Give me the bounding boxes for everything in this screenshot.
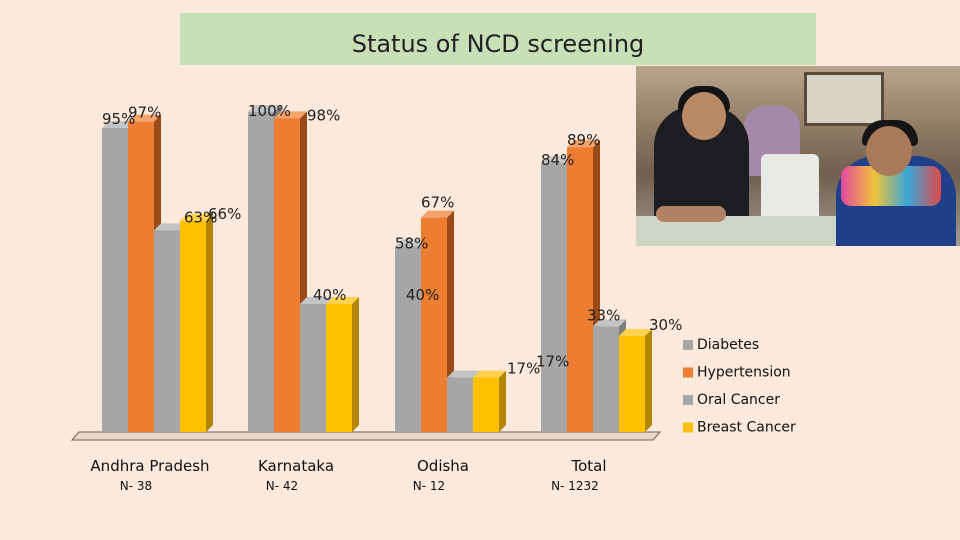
chart-title: Status of NCD screening xyxy=(351,30,645,58)
bar-front xyxy=(180,220,206,432)
legend-label: Oral Cancer xyxy=(697,392,780,408)
photo-arm xyxy=(656,206,726,222)
category-sample-size: N- 42 xyxy=(266,479,298,493)
chart-floor xyxy=(70,431,662,441)
bar-side xyxy=(499,370,506,432)
bar-top xyxy=(102,121,135,128)
category-labels-group: Andhra Pradesh N- 38 Karnataka N- 42 Odisha N… xyxy=(90,457,606,493)
title-band: Status of NCD screening xyxy=(180,13,816,65)
value-label: 17% xyxy=(536,353,569,371)
category-label: Andhra Pradesh xyxy=(90,457,209,475)
value-label: 33% xyxy=(587,306,620,324)
value-label: 58% xyxy=(395,234,428,252)
bar-front xyxy=(567,147,593,432)
bar-front xyxy=(447,377,473,432)
bar-top xyxy=(619,329,652,336)
bar-front xyxy=(541,163,567,432)
chart-floor-plane xyxy=(70,431,662,441)
bar-front xyxy=(593,326,619,432)
category-sample-size: N- 12 xyxy=(413,479,445,493)
value-label: 17% xyxy=(507,360,540,378)
bar-front xyxy=(102,128,128,432)
value-label: 89% xyxy=(567,131,600,149)
value-labels-group: 95%97% 63%66% 100% 98% 40% 40% 58% 67% 17%17% 84%… xyxy=(102,102,682,378)
value-label: 40% xyxy=(313,286,346,304)
bar-side xyxy=(352,297,359,432)
bar-front xyxy=(300,304,326,432)
category-label: Karnataka xyxy=(258,457,334,475)
bar-top xyxy=(248,105,281,112)
bar-top xyxy=(180,213,213,221)
photo-patient-head xyxy=(866,126,912,176)
bar-breast-cancer-andhra-pradesh xyxy=(180,213,213,432)
bar-top xyxy=(274,111,307,119)
bar-front xyxy=(395,246,421,432)
bar-side xyxy=(206,213,213,432)
bar-front xyxy=(619,336,645,432)
legend-item-hypertension: Hypertension xyxy=(683,365,791,381)
bar-breast-cancer-karnataka xyxy=(326,297,359,432)
bar-top xyxy=(593,319,626,327)
legend-swatch xyxy=(683,367,693,378)
bar-top xyxy=(447,370,480,378)
bar-breast-cancer-total xyxy=(619,329,652,432)
bar-top xyxy=(395,239,428,247)
bar-top xyxy=(326,297,359,304)
bar-top xyxy=(421,210,454,218)
bar-hypertension-odisha xyxy=(421,210,454,432)
bar-front xyxy=(248,112,274,432)
bar-front xyxy=(421,217,447,432)
legend-item-oral-cancer: Oral Cancer xyxy=(683,392,780,408)
bar-top xyxy=(541,156,574,164)
value-label: 63% xyxy=(184,208,217,226)
category-label: Total xyxy=(570,457,606,475)
bar-front xyxy=(154,230,180,432)
bar-top xyxy=(128,114,161,122)
legend-label: Diabetes xyxy=(697,337,759,353)
value-label: 40% xyxy=(406,286,439,304)
bar-side xyxy=(645,329,652,432)
legend-swatch xyxy=(683,422,693,433)
legend-label: Hypertension xyxy=(697,365,791,381)
value-label: 66% xyxy=(208,205,241,223)
legend-label: Breast Cancer xyxy=(697,420,796,436)
bars-group xyxy=(102,105,652,433)
bar-front xyxy=(128,121,154,432)
value-label: 100% xyxy=(248,102,291,120)
bar-breast-cancer-odisha xyxy=(473,370,506,432)
bar-front xyxy=(274,118,300,433)
value-label: 98% xyxy=(307,106,340,124)
bar-top xyxy=(567,140,600,148)
value-label: 84% xyxy=(541,151,574,169)
bar-front xyxy=(473,377,499,432)
value-label: 30% xyxy=(649,316,682,334)
photo-head xyxy=(682,92,726,140)
legend-item-diabetes: Diabetes xyxy=(683,337,759,353)
legend-swatch xyxy=(683,340,693,350)
legend-swatch xyxy=(683,395,693,405)
value-label: 97% xyxy=(128,104,161,122)
bar-top xyxy=(154,223,187,231)
photo-window xyxy=(804,72,884,126)
bar-top xyxy=(300,297,333,304)
bar-front xyxy=(326,304,352,432)
screening-photo xyxy=(636,66,960,246)
legend-item-breast-cancer: Breast Cancer xyxy=(683,420,796,436)
value-label: 67% xyxy=(421,194,454,212)
bar-hypertension-karnataka xyxy=(274,111,307,433)
category-sample-size: N- 38 xyxy=(120,479,152,493)
legend: Diabetes Hypertension Oral Cancer Breast Ca… xyxy=(683,337,796,436)
category-label: Odisha xyxy=(417,457,469,475)
bar-top xyxy=(473,370,506,378)
category-sample-size: N- 1232 xyxy=(551,479,599,493)
value-label: 95% xyxy=(102,110,135,128)
